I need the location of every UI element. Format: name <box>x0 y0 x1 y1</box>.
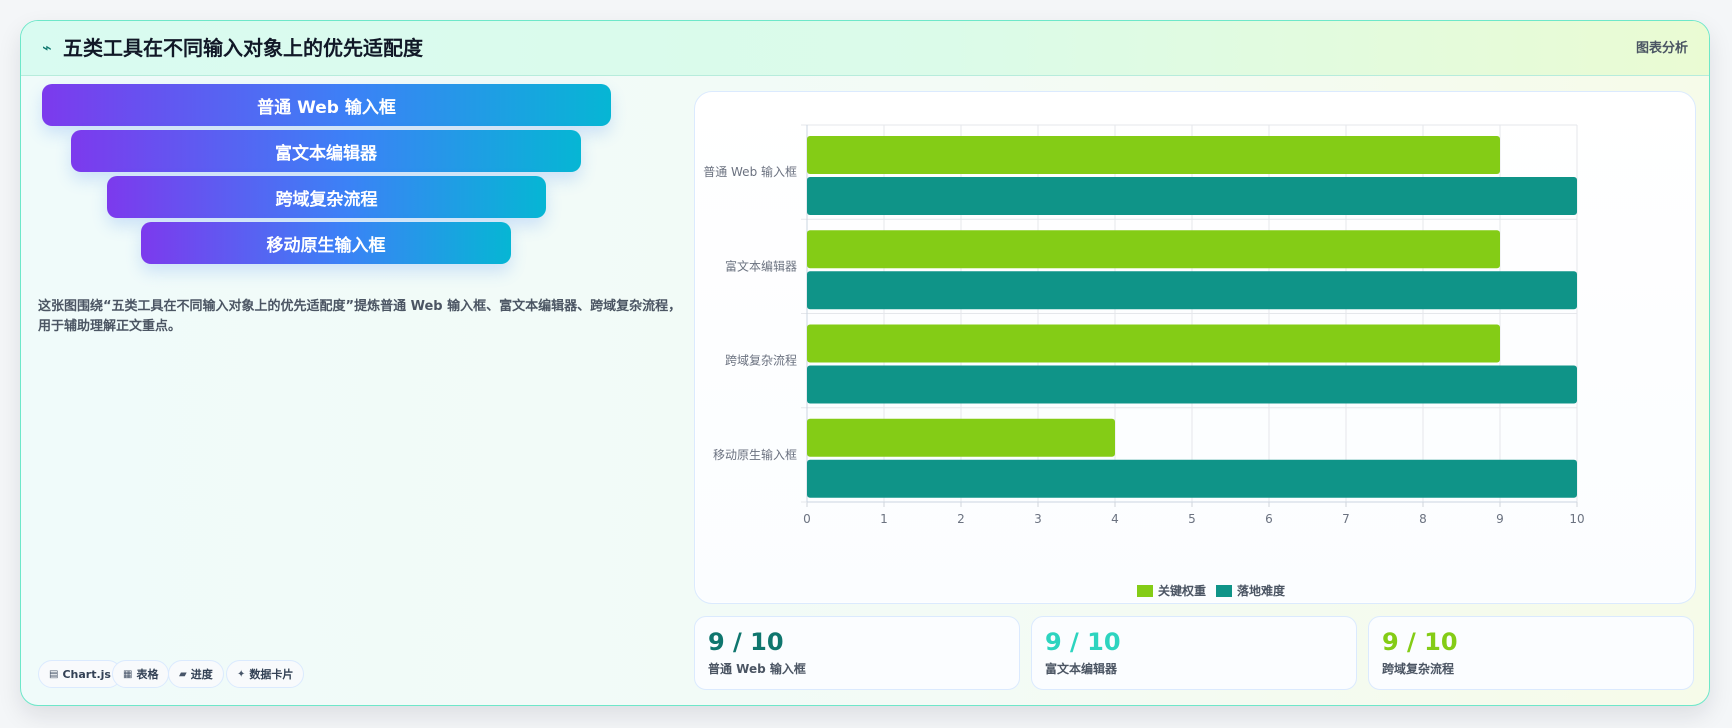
y-tick-label: 富文本编辑器 <box>725 258 797 273</box>
bar-key-weight <box>807 136 1500 174</box>
x-tick-label: 2 <box>957 512 965 526</box>
tag-label: Chart.js <box>62 667 111 681</box>
table-icon: ▦ <box>123 668 133 680</box>
x-tick-label: 7 <box>1342 512 1350 526</box>
legend-swatch-implementation-difficulty <box>1216 584 1233 597</box>
legend-label-implementation-difficulty: 落地难度 <box>1237 584 1286 598</box>
tag-label: 表格 <box>136 668 159 681</box>
funnel-step-label: 跨域复杂流程 <box>275 189 378 210</box>
y-tick-label: 跨域复杂流程 <box>725 353 797 368</box>
tag-label: 进度 <box>190 668 213 681</box>
funnel-step-mobile-native-input: 移动原生输入框 <box>141 222 511 264</box>
funnel-step-label: 富文本编辑器 <box>275 143 377 164</box>
bar-implementation-difficulty <box>807 365 1577 404</box>
metric-value: 9 / 10 <box>708 628 784 656</box>
chart-icon: ⌁ <box>42 38 52 57</box>
x-tick-label: 3 <box>1034 512 1042 526</box>
tag-chartjs: ▤ Chart.js <box>38 660 122 688</box>
bar-key-weight <box>807 418 1115 457</box>
bar-implementation-difficulty <box>807 177 1577 215</box>
x-tick-label: 6 <box>1265 512 1273 526</box>
chart-description: 这张图围绕“五类工具在不同输入对象上的优先适配度”提炼普通 Web 输入框、富文… <box>38 299 682 334</box>
tag-table: ▦ 表格 <box>112 660 170 688</box>
metric-card-cross-domain-flow: 9 / 10 跨域复杂流程 <box>1368 616 1694 690</box>
metric-value: 9 / 10 <box>1045 628 1121 656</box>
chart-panel: ⌁ 五类工具在不同输入对象上的优先适配度 图表分析 普通 Web 输入框 富文本… <box>20 20 1710 706</box>
bar-key-weight <box>807 324 1500 363</box>
funnel-step-rich-text-editor: 富文本编辑器 <box>71 130 581 172</box>
funnel-step-web-input: 普通 Web 输入框 <box>42 84 611 126</box>
x-tick-label: 4 <box>1111 512 1119 526</box>
y-tick-label: 普通 Web 输入框 <box>703 164 797 179</box>
tag-label: 数据卡片 <box>249 668 294 681</box>
x-tick-label: 9 <box>1496 512 1504 526</box>
funnel-step-label: 移动原生输入框 <box>266 235 386 256</box>
legend-label-key-weight: 关键权重 <box>1158 584 1207 598</box>
metric-card-rich-text-editor: 9 / 10 富文本编辑器 <box>1031 616 1357 690</box>
x-tick-label: 1 <box>880 512 888 526</box>
analysis-tag: 图表分析 <box>1635 41 1688 56</box>
funnel-step-label: 普通 Web 输入框 <box>257 97 396 118</box>
bar-series <box>807 136 1577 498</box>
x-tick-label: 0 <box>803 512 811 526</box>
metric-label: 富文本编辑器 <box>1045 662 1118 676</box>
legend-swatch-key-weight <box>1137 584 1153 597</box>
metric-card-web-input: 9 / 10 普通 Web 输入框 <box>694 616 1020 690</box>
legend-item-key-weight: 关键权重 <box>1137 582 1206 599</box>
chart-icon: ▤ <box>49 668 59 680</box>
x-tick-label: 5 <box>1188 512 1196 526</box>
panel-header: ⌁ 五类工具在不同输入对象上的优先适配度 图表分析 <box>21 21 1709 76</box>
bar-implementation-difficulty <box>807 459 1577 498</box>
tag-progress: ▰ 进度 <box>168 660 224 688</box>
legend-item-implementation-difficulty: 落地难度 <box>1216 582 1285 599</box>
x-tick-label: 8 <box>1419 512 1427 526</box>
sparkle-icon: ✦ <box>237 668 246 680</box>
bar-key-weight <box>807 230 1500 269</box>
metric-label: 普通 Web 输入框 <box>708 662 806 676</box>
tag-data-card: ✦ 数据卡片 <box>226 660 305 688</box>
metric-value: 9 / 10 <box>1382 628 1458 656</box>
bar-implementation-difficulty <box>807 271 1577 310</box>
horizontal-bar-chart: 0 1 2 3 4 5 6 7 8 9 10 普通 Web 输入框富文本编辑器跨域复杂流程移动原生输入… <box>703 124 1585 526</box>
chart-legend: 关键权重 落地难度 <box>1137 582 1285 599</box>
x-tick-label: 10 <box>1569 512 1584 526</box>
y-tick-label: 移动原生输入框 <box>713 447 797 462</box>
funnel-step-cross-domain-flow: 跨域复杂流程 <box>107 176 546 218</box>
progress-icon: ▰ <box>179 668 187 680</box>
metric-label: 跨域复杂流程 <box>1382 662 1455 676</box>
page-title: 五类工具在不同输入对象上的优先适配度 <box>63 36 423 60</box>
bar-chart-card: 0 1 2 3 4 5 6 7 8 9 10 普通 Web 输入框富文本编辑器 跨域复杂流程移动原生输入… <box>694 91 1696 604</box>
